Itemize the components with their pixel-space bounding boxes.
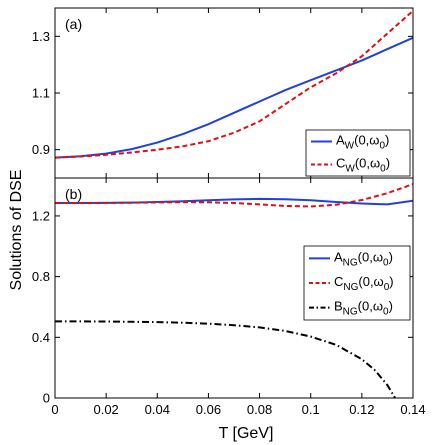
x-tick-label: 0.06 [196, 402, 221, 417]
y-tick-label: 0.8 [32, 269, 50, 284]
y-tick-label: 0.9 [32, 142, 50, 157]
x-axis-label: T [GeV] [219, 425, 274, 442]
x-tick-label: 0.14 [400, 402, 425, 417]
y-tick-label: 1.2 [32, 208, 50, 223]
plot-frame [54, 177, 414, 399]
panel-a: 0.9 1.1 1.3 (a) AW(0,ω0) CW(0,ω0) [32, 7, 414, 179]
legend-label: AW(0,ω0) [336, 133, 389, 152]
series-line-a-w [55, 36, 413, 159]
panel-b: 0 0.4 0.8 1.2 0 0.02 0.04 0.06 0.08 0.1 0.12 0.14 (b… [32, 177, 426, 417]
legend-label: CW(0,ω0) [336, 156, 390, 175]
legend-label: CNG(0,ω0) [334, 274, 394, 293]
legend-label: BNG(0,ω0) [334, 299, 393, 318]
y-axis-label: Solutions of DSE [8, 170, 25, 291]
x-tick-label: 0.08 [247, 402, 272, 417]
x-tick-label: 0 [51, 402, 58, 417]
legend-box [305, 129, 411, 177]
series-line-c-ng [55, 183, 413, 208]
legend-label: ANG(0,ω0) [334, 249, 393, 268]
series-line-b-ng [55, 320, 396, 398]
x-tick-label: 0.1 [302, 402, 320, 417]
x-tick-label: 0.04 [145, 402, 170, 417]
y-tick-label: 0 [43, 391, 50, 406]
panel-label: (b) [65, 186, 82, 202]
y-tick-label: 0.4 [32, 330, 50, 345]
series-line-c-w [55, 10, 413, 159]
panel-label: (a) [65, 16, 82, 32]
x-tick-label: 0.12 [349, 402, 374, 417]
x-tick-label: 0.02 [93, 402, 118, 417]
y-tick-label: 1.1 [32, 86, 50, 101]
y-tick-label: 1.3 [32, 29, 50, 44]
